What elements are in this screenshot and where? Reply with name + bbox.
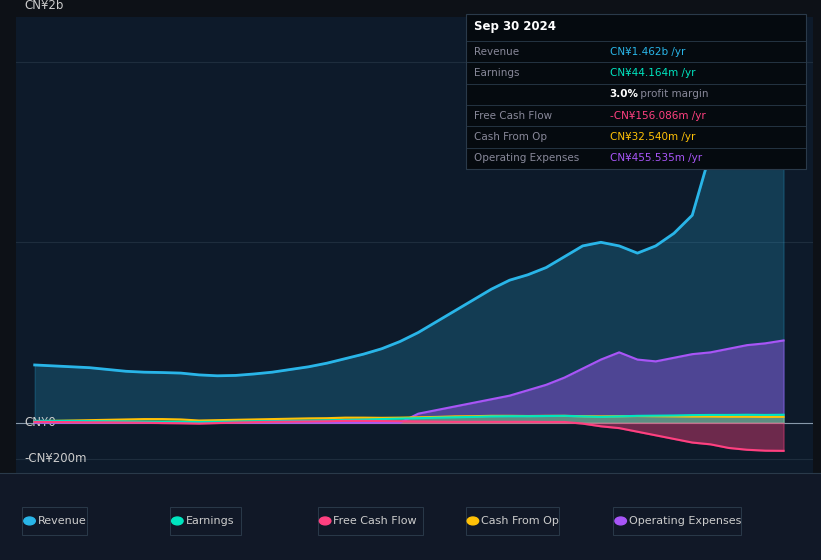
- Text: CN¥0: CN¥0: [25, 416, 56, 429]
- Text: -CN¥156.086m /yr: -CN¥156.086m /yr: [610, 111, 705, 120]
- Text: CN¥2b: CN¥2b: [25, 0, 64, 12]
- Text: Revenue: Revenue: [38, 516, 86, 526]
- Text: Free Cash Flow: Free Cash Flow: [333, 516, 417, 526]
- Text: Cash From Op: Cash From Op: [475, 132, 548, 142]
- Text: Sep 30 2024: Sep 30 2024: [475, 20, 556, 32]
- Text: Cash From Op: Cash From Op: [481, 516, 559, 526]
- Text: -CN¥200m: -CN¥200m: [25, 452, 87, 465]
- Text: Operating Expenses: Operating Expenses: [629, 516, 741, 526]
- Text: CN¥1.462b /yr: CN¥1.462b /yr: [610, 46, 685, 57]
- Text: CN¥44.164m /yr: CN¥44.164m /yr: [610, 68, 695, 78]
- Text: Earnings: Earnings: [475, 68, 520, 78]
- Text: Revenue: Revenue: [475, 46, 520, 57]
- Text: 3.0%: 3.0%: [610, 89, 639, 99]
- Text: Operating Expenses: Operating Expenses: [475, 153, 580, 164]
- Text: profit margin: profit margin: [637, 89, 709, 99]
- Text: CN¥32.540m /yr: CN¥32.540m /yr: [610, 132, 695, 142]
- Text: Earnings: Earnings: [186, 516, 234, 526]
- Text: CN¥455.535m /yr: CN¥455.535m /yr: [610, 153, 702, 164]
- Text: Free Cash Flow: Free Cash Flow: [475, 111, 553, 120]
